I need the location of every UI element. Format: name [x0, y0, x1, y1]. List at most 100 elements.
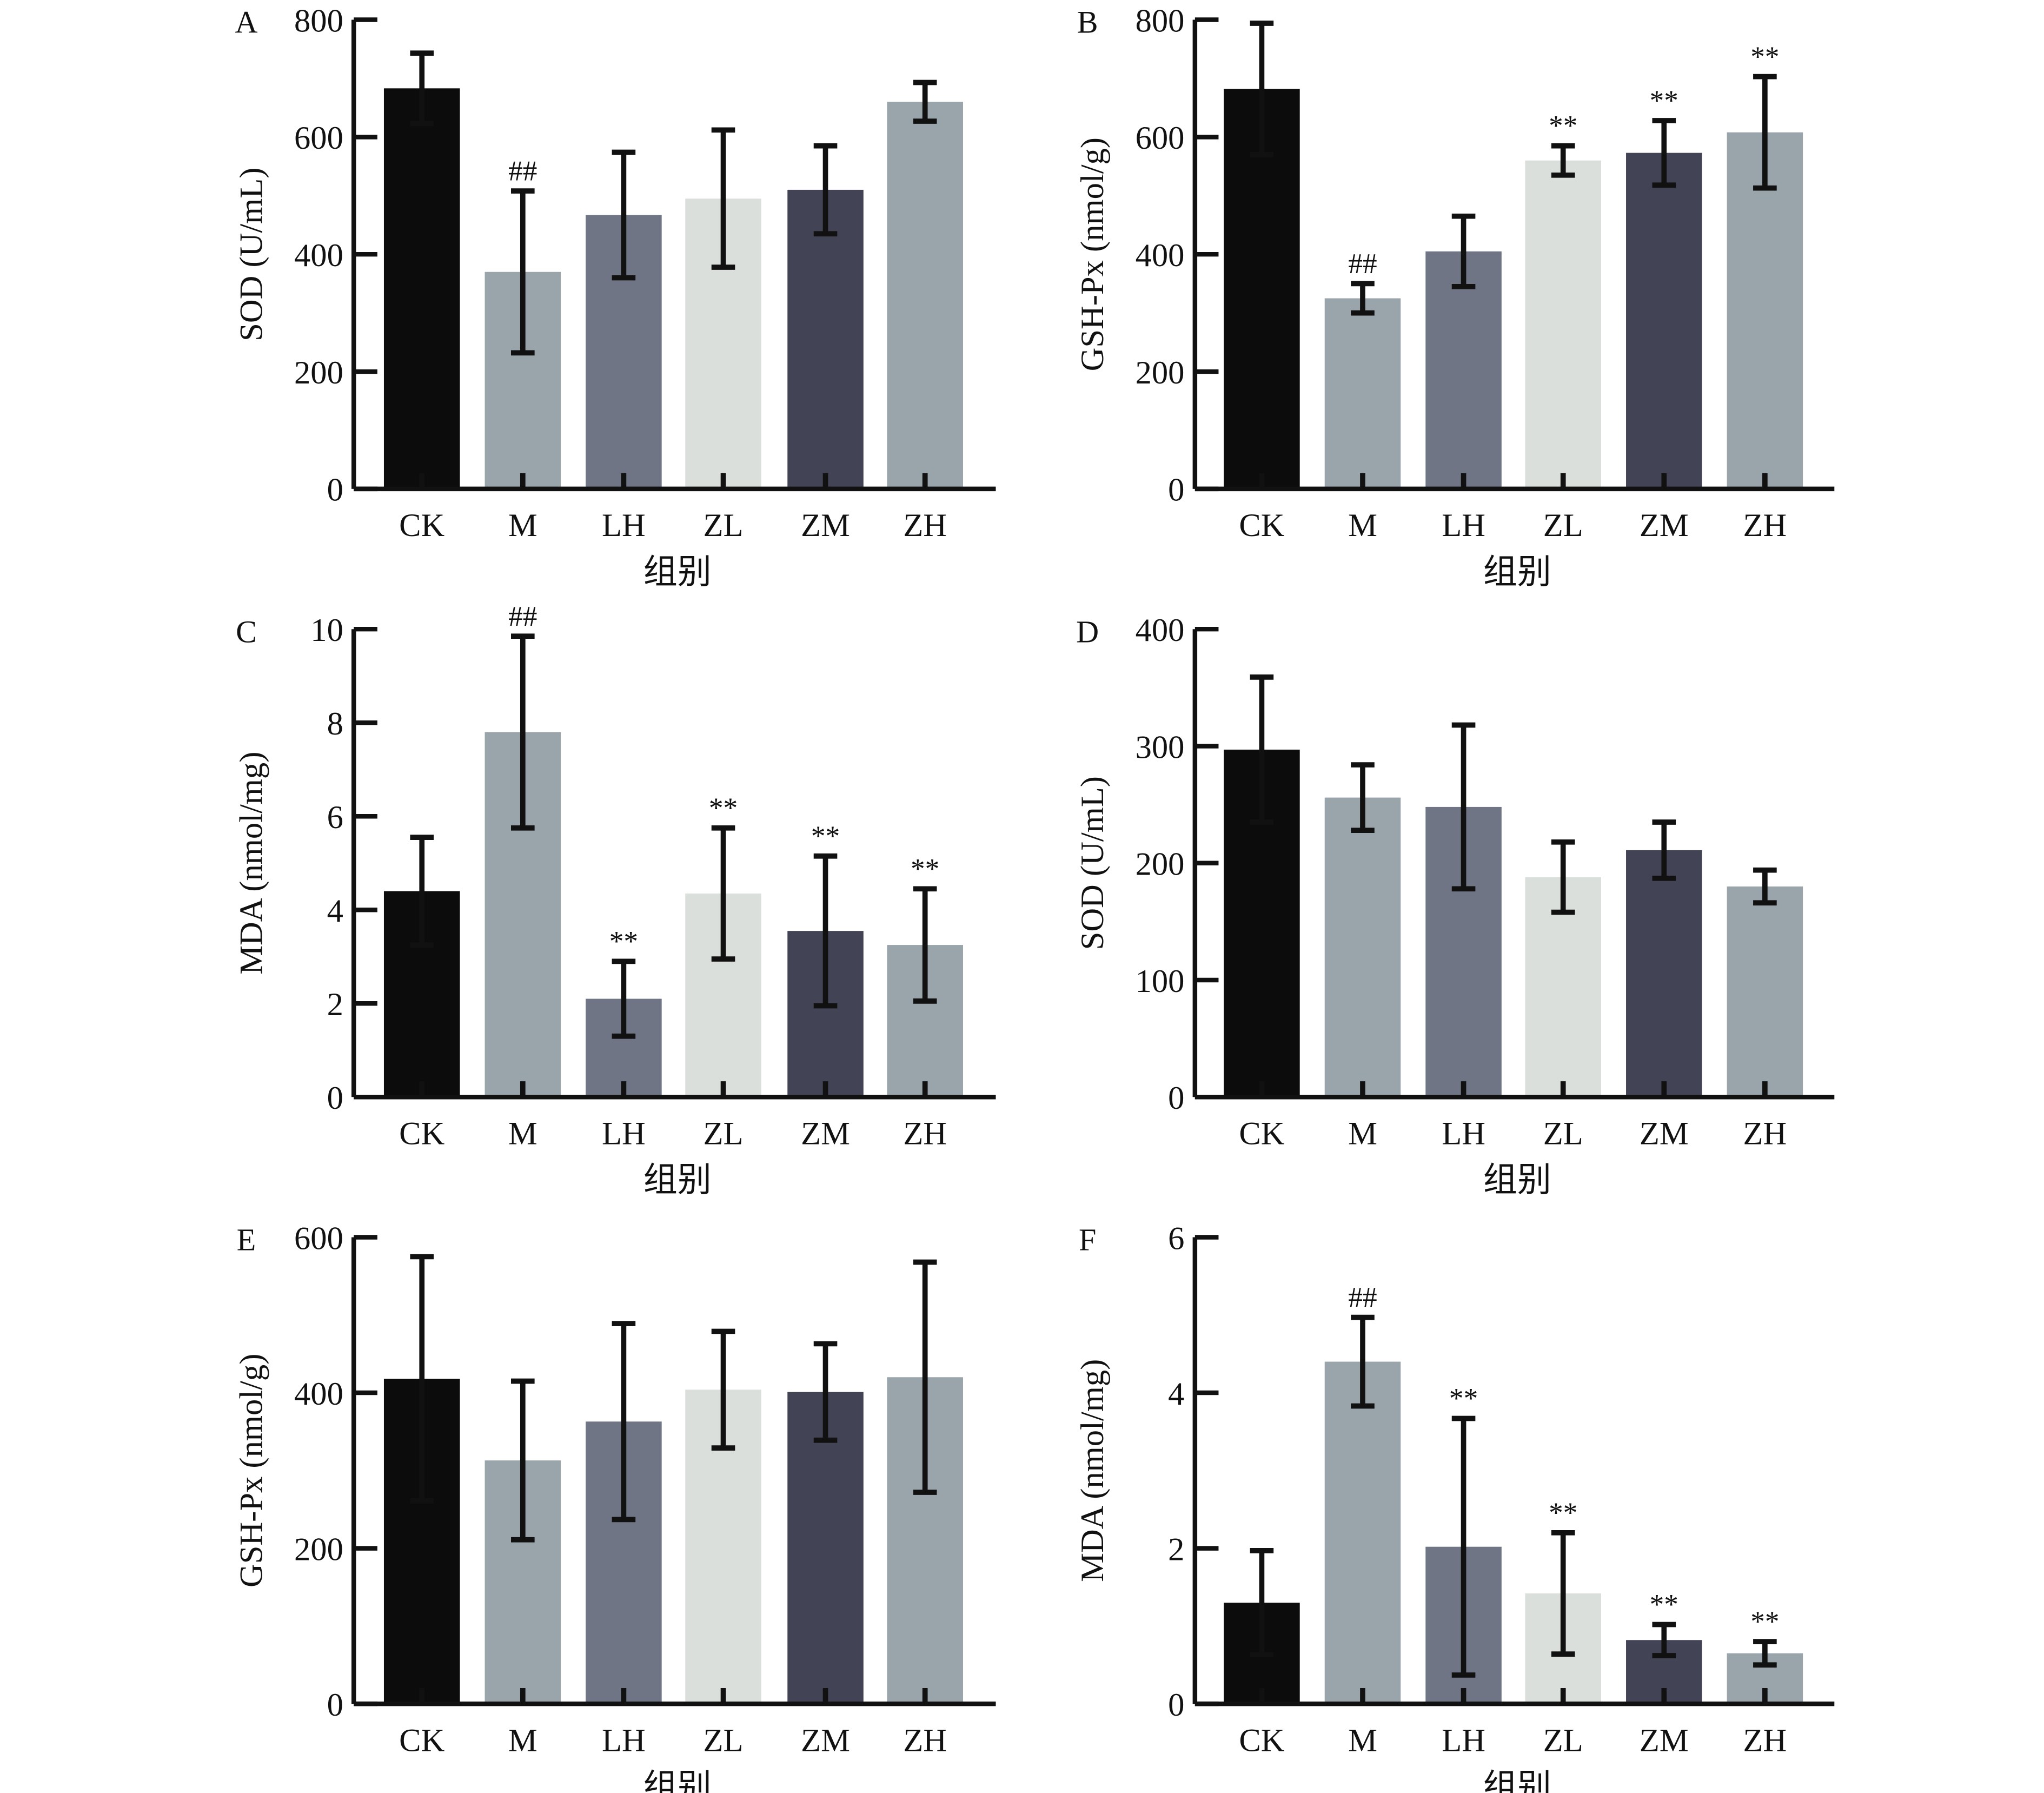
- x-axis-title: 组别: [1483, 1161, 1551, 1199]
- significance-mark-m: ##: [508, 600, 537, 632]
- y-tick-label: 600: [294, 120, 343, 156]
- x-tick-label-zh: ZH: [903, 507, 947, 544]
- error-bar-zm: [1652, 819, 1676, 1097]
- error-bar-zm: [813, 853, 838, 1097]
- y-tick-label: 600: [1136, 120, 1185, 156]
- bar-zm: [787, 1392, 864, 1704]
- error-bar-m: [510, 633, 535, 1097]
- bar-m: [1324, 298, 1401, 489]
- x-tick-label-lh: LH: [602, 507, 646, 544]
- bar-zh: [1727, 886, 1803, 1097]
- x-tick-label-m: M: [508, 1115, 537, 1152]
- panel-a: CK ## M LH ZL ZM ZH 0 200 400 600 800 A SOD (U/mL) 组别: [234, 3, 996, 591]
- x-tick-label-zl: ZL: [1543, 1722, 1583, 1758]
- bar-zm: [787, 189, 864, 489]
- x-tick-label-zh: ZH: [903, 1115, 947, 1152]
- x-tick-label-zm: ZM: [1640, 1722, 1689, 1758]
- bar-m: [1324, 797, 1401, 1097]
- significance-mark-zl: **: [709, 792, 738, 824]
- y-tick-label: 400: [1136, 612, 1185, 649]
- significance-mark-zh: **: [1750, 41, 1779, 72]
- error-bar-zh: [1753, 74, 1777, 489]
- error-bar-zm: [813, 143, 838, 489]
- significance-mark-zh: **: [911, 853, 939, 885]
- axes: [1192, 626, 1835, 1100]
- x-tick-label-zm: ZM: [1640, 1115, 1689, 1152]
- error-bar-zl: [1551, 1530, 1575, 1704]
- x-axis-title: 组别: [643, 553, 712, 591]
- y-tick-label: 6: [327, 799, 343, 836]
- x-tick-label-zm: ZM: [1640, 507, 1689, 544]
- x-tick-label-zh: ZH: [1743, 507, 1787, 544]
- x-tick-label-zl: ZL: [704, 1115, 744, 1152]
- error-bar-zm: [1652, 1622, 1676, 1704]
- x-tick-label-m: M: [508, 507, 537, 544]
- x-axis-title: 组别: [1483, 1768, 1551, 1793]
- x-tick-label-zh: ZH: [903, 1722, 947, 1758]
- error-bar-ck: [1250, 21, 1274, 489]
- error-bar-zl: [1551, 839, 1575, 1097]
- x-tick-label-m: M: [508, 1722, 537, 1758]
- y-tick-label: 6: [1168, 1220, 1184, 1256]
- panel-b: CK ## M LH ** ZL ** ZM ** ZH 0 200 400 600 800 B GSH-Px …: [1074, 3, 1835, 591]
- y-tick-label: 200: [294, 1531, 343, 1567]
- error-bar-zh: [913, 886, 937, 1097]
- error-bar-zh: [913, 80, 937, 489]
- bar-lh: [1425, 251, 1502, 489]
- error-bar-zl: [1551, 143, 1575, 489]
- y-tick-label: 0: [1168, 1080, 1184, 1116]
- panel-c: CK ## M ** LH ** ZL ** ZM ** ZH 0 2 4 6 8 10 C MDA (nmol/m…: [234, 600, 996, 1199]
- x-tick-label-m: M: [1348, 1722, 1377, 1758]
- panel-label: E: [237, 1222, 256, 1258]
- x-tick-label-lh: LH: [602, 1722, 646, 1758]
- x-tick-label-zm: ZM: [801, 1115, 850, 1152]
- error-bar-ck: [1250, 1548, 1274, 1704]
- x-tick-label-m: M: [1348, 507, 1377, 544]
- bar-zm: [1626, 153, 1702, 489]
- error-bar-lh: [612, 149, 636, 489]
- x-tick-label-ck: CK: [1239, 507, 1284, 544]
- y-tick-label: 2: [1168, 1531, 1184, 1567]
- error-bar-zh: [1753, 867, 1777, 1097]
- error-bar-lh: [612, 1321, 636, 1704]
- x-tick-label-zl: ZL: [704, 1722, 744, 1758]
- y-tick-label: 800: [1136, 3, 1185, 39]
- error-bar-zm: [813, 1341, 838, 1704]
- x-tick-label-zm: ZM: [801, 507, 850, 544]
- bar-zh: [1727, 132, 1803, 489]
- y-tick-label: 200: [294, 355, 343, 391]
- error-bar-lh: [612, 958, 636, 1097]
- y-tick-label: 600: [294, 1220, 343, 1256]
- y-tick-label: 10: [310, 612, 343, 649]
- error-bar-lh: [1451, 213, 1476, 489]
- x-tick-label-lh: LH: [602, 1115, 646, 1152]
- error-bar-lh: [1451, 1415, 1476, 1704]
- y-tick-label: 4: [327, 893, 343, 929]
- y-tick-label: 400: [294, 237, 343, 274]
- bar-zm: [1626, 850, 1702, 1097]
- axes: [351, 1235, 996, 1706]
- panel-d: CK M LH ZL ZM ZH 0 100 200 300 400 D SOD (U/mL) 组别: [1074, 612, 1835, 1199]
- y-axis-title: SOD (U/mL): [234, 168, 270, 341]
- y-tick-label: 0: [1168, 1687, 1184, 1723]
- x-tick-label-lh: LH: [1442, 1115, 1485, 1152]
- error-bar-ck: [410, 1254, 434, 1704]
- x-tick-label-zl: ZL: [1543, 1115, 1583, 1152]
- error-bar-m: [510, 188, 535, 489]
- y-tick-label: 200: [1136, 846, 1185, 883]
- significance-mark-zl: **: [1549, 1497, 1577, 1529]
- x-tick-label-ck: CK: [1239, 1722, 1284, 1758]
- x-axis-title: 组别: [643, 1161, 712, 1199]
- panel-e: CK M LH ZL ZM ZH 0 200 400 600 E GSH-Px (nmol/g) 组别: [234, 1220, 996, 1793]
- bar-zh: [887, 102, 963, 489]
- error-bar-zl: [711, 1328, 735, 1704]
- error-bar-ck: [410, 50, 434, 489]
- significance-mark-zl: **: [1549, 110, 1577, 142]
- y-tick-label: 300: [1136, 729, 1185, 765]
- error-bar-zh: [913, 1259, 937, 1704]
- error-bar-zl: [711, 127, 735, 489]
- error-bar-zh: [1753, 1639, 1777, 1704]
- error-bar-lh: [1451, 722, 1476, 1097]
